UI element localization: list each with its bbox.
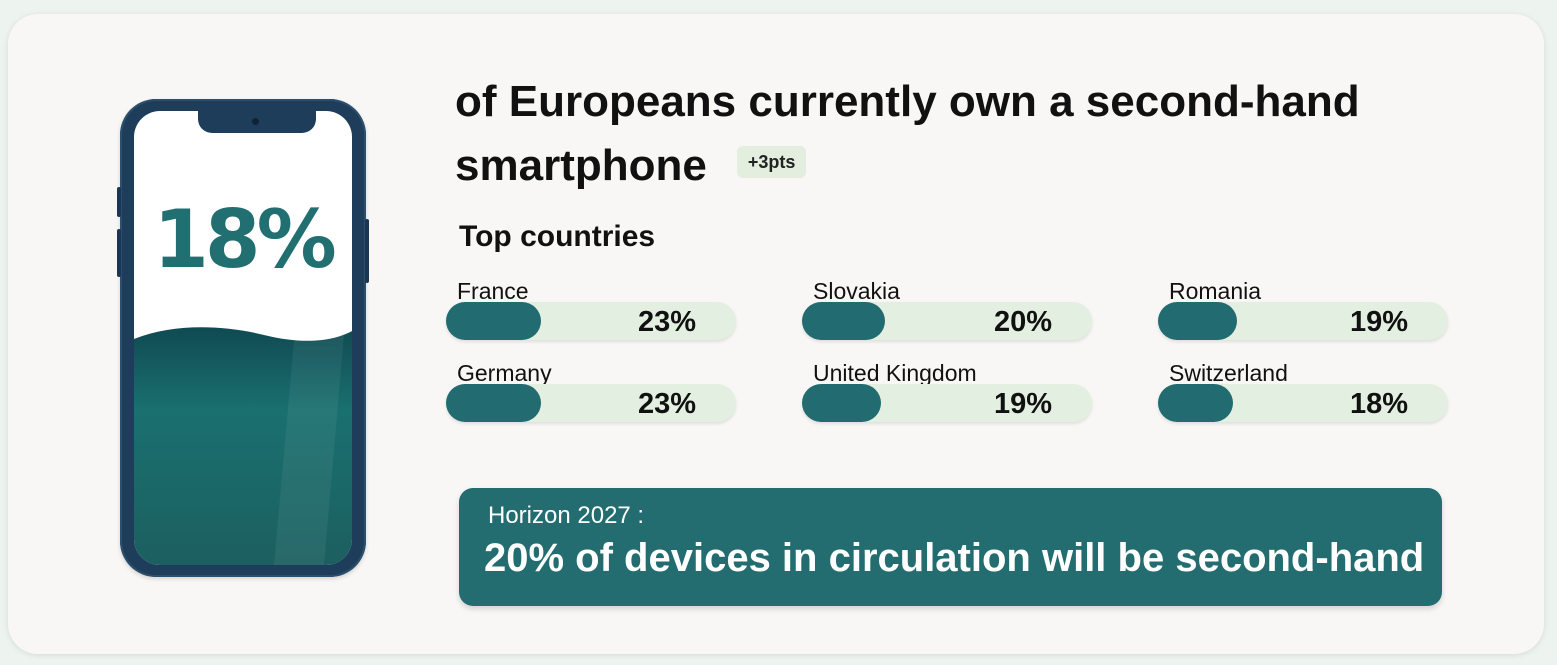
horizon-text: 20% of devices in circulation will be se… (484, 536, 1425, 580)
country-bar-fill (802, 384, 881, 422)
horizon-callout: Horizon 2027 : 20% of devices in circula… (459, 488, 1442, 606)
country-bar-fill (802, 302, 885, 340)
delta-badge: +3pts (736, 146, 807, 179)
country-value: 19% (993, 388, 1052, 420)
country-bar-fill (1158, 384, 1233, 422)
phone-screen: 18% (134, 111, 352, 565)
horizon-label: Horizon 2027 : (488, 502, 645, 529)
headline: of Europeans currently own a second-hand… (455, 70, 1455, 198)
country-bar-track: 18% (1158, 384, 1448, 422)
country-bar-fill (446, 302, 541, 340)
infographic-card: 18% of Europeans currently own a second-… (8, 14, 1544, 654)
phone-power-button (365, 219, 369, 283)
country-value: 18% (1349, 388, 1408, 420)
country-name: France (457, 278, 529, 304)
country-name: United Kingdom (813, 360, 977, 386)
country-value: 23% (637, 388, 696, 420)
country-value: 19% (1349, 306, 1408, 338)
country-value: 20% (993, 306, 1052, 338)
country-item-united-kingdom: United Kingdom 19% (802, 360, 1092, 430)
country-item-germany: Germany 23% (446, 360, 736, 430)
country-item-france: France 23% (446, 278, 736, 348)
country-bar-fill (446, 384, 541, 422)
phone-side-button (117, 187, 121, 217)
country-bar-track: 23% (446, 302, 736, 340)
country-name: Romania (1169, 278, 1262, 304)
camera-icon (252, 118, 259, 125)
country-name: Germany (457, 360, 552, 386)
headline-lead: of Europeans currently (455, 77, 949, 126)
country-item-slovakia: Slovakia 20% (802, 278, 1092, 348)
phone-stat-value: 18% (153, 193, 336, 286)
country-name: Switzerland (1169, 360, 1288, 386)
headline-emphasis-line2: smartphone (455, 141, 707, 190)
phone-volume-button (117, 229, 121, 277)
country-bar-track: 20% (802, 302, 1092, 340)
headline-emphasis-line1: own a second-hand (948, 77, 1360, 126)
country-bar-track: 23% (446, 384, 736, 422)
country-name: Slovakia (813, 278, 900, 304)
top-countries-title: Top countries (459, 220, 656, 253)
water-fill-wave (134, 327, 352, 565)
country-item-switzerland: Switzerland 18% (1158, 360, 1448, 430)
country-bar-fill (1158, 302, 1237, 340)
country-value: 23% (637, 306, 696, 338)
country-item-romania: Romania 19% (1158, 278, 1448, 348)
smartphone-illustration: 18% (117, 99, 369, 577)
country-bar-track: 19% (1158, 302, 1448, 340)
country-bar-track: 19% (802, 384, 1092, 422)
phone-notch (198, 111, 316, 133)
